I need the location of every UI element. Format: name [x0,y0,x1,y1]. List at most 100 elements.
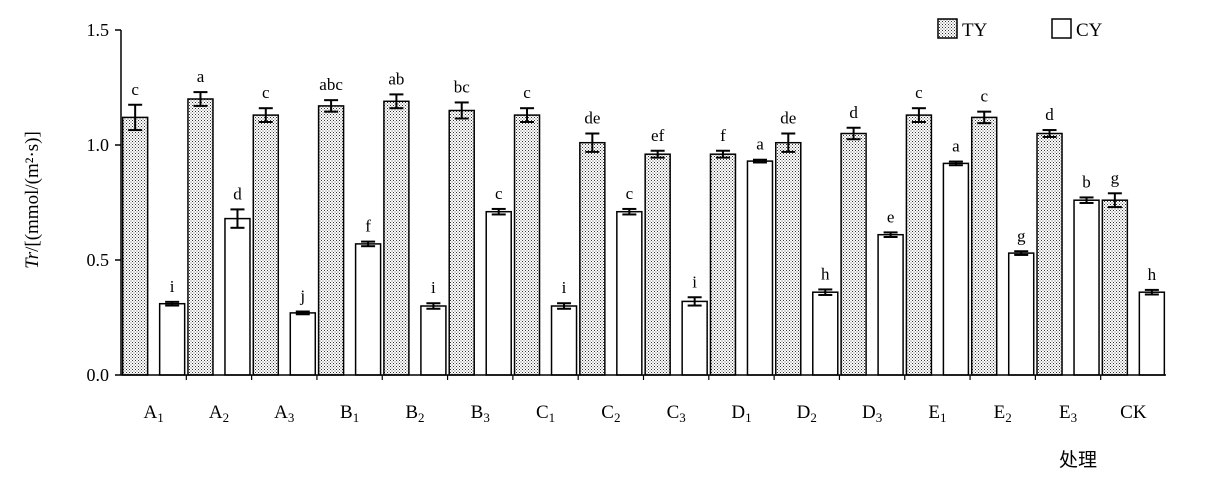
significance-label: a [197,67,205,86]
error-bar [1079,196,1094,204]
bar-cy [550,305,578,376]
significance-label: f [720,126,726,145]
significance-label: g [1111,168,1120,187]
error-bar [781,132,796,153]
bar-cy [289,312,317,376]
significance-label: c [495,184,503,203]
significance-label: abc [319,75,343,94]
significance-label: bc [454,77,471,96]
error-bar [622,207,637,216]
x-tick-label: CK [1120,402,1147,423]
bar-ty [1036,132,1063,376]
error-bar [585,132,600,153]
y-axis-label: Tr/[(mmol/(m²·s)] [22,131,43,269]
significance-label: ab [388,69,404,88]
error-bar [948,160,963,167]
error-bar [230,208,245,229]
bar-ty [709,153,737,376]
error-bar [258,107,273,123]
error-bar [193,91,208,107]
error-bar [128,103,143,132]
bar-cy [942,162,970,376]
error-bar [454,101,469,120]
significance-label: i [562,278,567,297]
error-bar [1144,288,1159,296]
significance-label: h [1148,265,1157,284]
x-tick-label: A1 [144,402,164,425]
significance-label: a [952,137,960,156]
bar-cy [354,243,382,376]
error-bar [883,231,898,238]
significance-label: j [299,287,305,306]
significance-label: d [233,184,242,203]
significance-label: c [980,87,988,106]
bar-cy [681,300,708,376]
bar-cy [485,210,512,376]
x-tick-label: A3 [274,402,294,425]
x-tick-label: D1 [731,402,751,425]
legend-label-cy: CY [1076,20,1103,41]
bar-cy [1138,291,1166,376]
bar-ty [187,98,214,376]
significance-label: g [1017,226,1026,245]
bar-cy [877,233,904,376]
significance-label: b [1082,172,1091,191]
x-tick-label: D3 [862,402,882,425]
significance-label: i [692,272,697,291]
significance-label: d [1045,105,1054,124]
bar-cy [1073,199,1100,376]
bar-cy [812,291,839,376]
x-tick-label: E2 [994,402,1012,425]
error-bar [715,149,730,159]
significance-label: i [170,277,175,296]
error-bar [650,149,665,159]
bar-cy [616,210,643,376]
bar-ty [121,116,149,376]
error-bar [1107,192,1122,209]
bar-ty [644,153,671,376]
error-bar [165,300,180,307]
x-tick-label: B2 [405,402,424,425]
error-bar [752,158,767,164]
bar-ty [317,105,345,376]
legend-label-ty: TY [962,20,988,41]
significance-label: ef [651,126,665,145]
legend-swatch-cy [1051,18,1072,39]
x-tick-label: C1 [536,402,555,425]
error-bar [1042,129,1057,138]
significance-label: e [887,207,895,226]
significance-label: h [821,264,830,283]
significance-label: c [523,83,531,102]
significance-label: de [584,109,600,128]
x-tick-label: A2 [209,402,229,425]
y-axis-label-unit: /[(mmol/(m²·s)] [22,131,43,252]
error-bar [295,310,310,316]
bar-cy [224,217,251,376]
error-bar [557,302,572,310]
y-tick-label: 1.5 [87,20,110,40]
x-axis-label: 处理 [1059,449,1097,471]
significance-label: c [915,83,923,102]
error-bar [361,240,376,248]
bar-ty [448,109,475,376]
error-bar [1014,250,1029,256]
error-bar [977,110,992,125]
y-tick-label: 0.5 [87,250,110,270]
y-axis-label-symbol: Tr [22,251,43,269]
error-bar [818,288,833,296]
x-tick-label: C2 [601,402,620,425]
bar-ty [840,132,867,376]
x-tick-label: B1 [340,402,359,425]
bar-ty [775,141,802,376]
significance-label: de [780,109,796,128]
bar-ty [383,100,410,376]
bar-ty [905,114,933,376]
bar-cy [1007,252,1035,376]
significance-label: i [431,278,436,297]
x-tick-label: C3 [667,402,686,425]
error-bar [911,107,926,123]
significance-label: f [365,217,371,236]
error-bar [687,296,702,307]
x-tick-label: B3 [471,402,490,425]
